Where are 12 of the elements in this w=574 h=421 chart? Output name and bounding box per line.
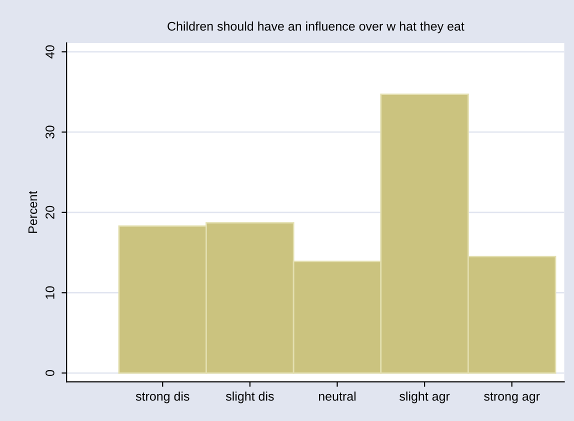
x-tick-label: slight dis: [226, 392, 274, 404]
x-tick-label: neutral: [318, 392, 356, 401]
x-tick-label: strong agr: [484, 392, 540, 404]
y-tick-label: 0: [46, 370, 54, 376]
y-tick-label: 10: [46, 286, 54, 299]
x-tick-label: slight agr: [400, 392, 450, 404]
chart-title: Children should have an influence over w hat they eat: [168, 22, 464, 34]
y-tick-label: 20: [46, 206, 54, 219]
y-axis-title: Percent: [28, 190, 38, 233]
y-tick-label: 30: [46, 126, 54, 139]
y-tick-label: 40: [46, 45, 54, 58]
x-tick-label: strong dis: [136, 392, 190, 404]
